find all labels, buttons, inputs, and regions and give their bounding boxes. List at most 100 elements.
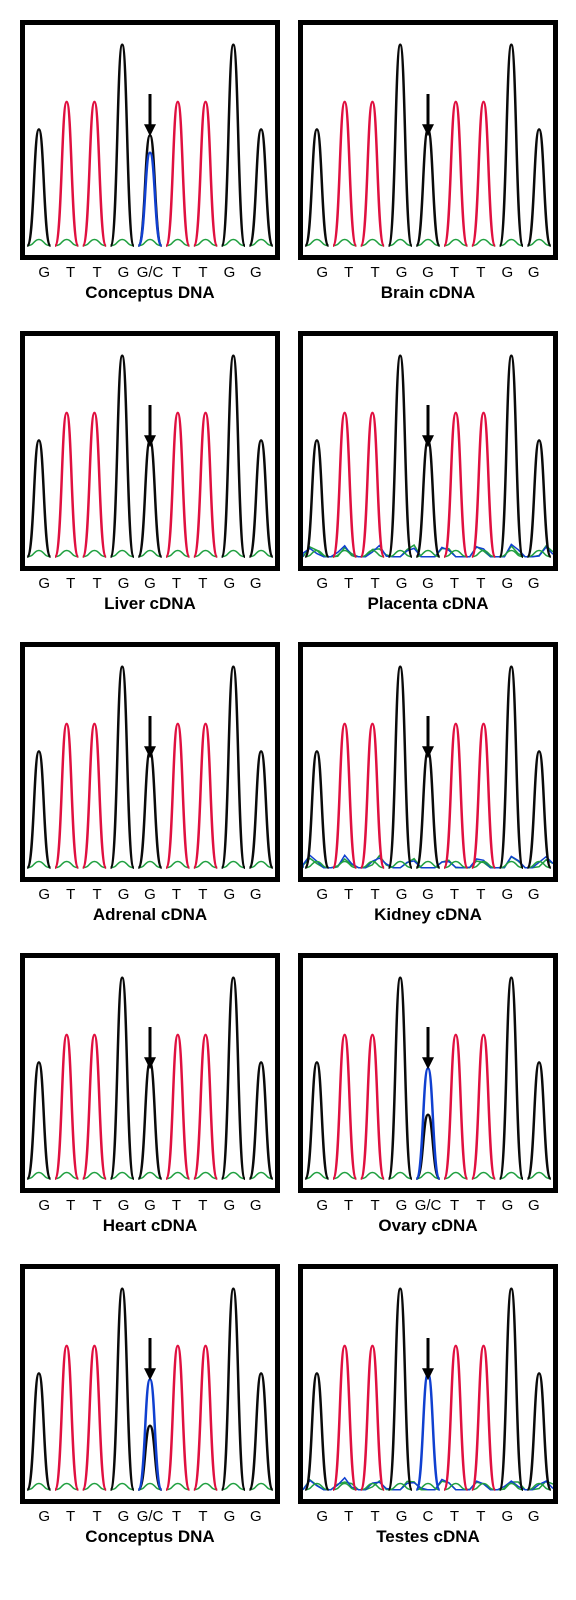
- xlabel: G: [388, 264, 414, 281]
- xlabel: G: [521, 1197, 547, 1214]
- xlabel: T: [441, 1508, 467, 1525]
- xlabel: T: [362, 575, 388, 592]
- xlabel: G: [216, 575, 242, 592]
- xlabel: G: [309, 886, 335, 903]
- xlabel: G: [521, 575, 547, 592]
- xlabel: G: [110, 1197, 136, 1214]
- x-axis-labels: GTTGG/CTTGG: [25, 264, 275, 281]
- xlabel: G/C: [415, 1197, 442, 1214]
- trace-svg: [25, 958, 275, 1188]
- xlabel: T: [468, 1508, 494, 1525]
- xlabel: G: [494, 264, 520, 281]
- xlabel: T: [57, 575, 83, 592]
- xlabel: T: [362, 264, 388, 281]
- xlabel: T: [190, 1508, 216, 1525]
- xlabel: T: [84, 1508, 110, 1525]
- xlabel: T: [468, 886, 494, 903]
- xlabel: T: [190, 886, 216, 903]
- panel-title: Conceptus DNA: [85, 283, 214, 303]
- chromatogram-panel: GTTGG/CTTGG Ovary cDNA: [298, 953, 558, 1236]
- xlabel: G: [521, 1508, 547, 1525]
- xlabel: G: [137, 886, 163, 903]
- xlabel: T: [163, 264, 189, 281]
- x-axis-labels: GTTGCTTGG: [303, 1508, 553, 1525]
- xlabel: T: [362, 886, 388, 903]
- xlabel: G: [415, 886, 441, 903]
- xlabel: G: [31, 1508, 57, 1525]
- xlabel: G: [494, 886, 520, 903]
- chromatogram-panel: GTTGG/CTTGG Conceptus DNA: [20, 20, 280, 303]
- panel-title: Ovary cDNA: [378, 1216, 477, 1236]
- xlabel: T: [84, 264, 110, 281]
- chart-box: [298, 20, 558, 260]
- panel-title: Testes cDNA: [376, 1527, 480, 1547]
- xlabel: G: [494, 575, 520, 592]
- chart-box: [298, 642, 558, 882]
- trace-svg: [25, 25, 275, 255]
- x-axis-labels: GTTGGTTGG: [25, 1197, 275, 1214]
- trace-svg: [303, 958, 553, 1188]
- x-axis-labels: GTTGGTTGG: [303, 264, 553, 281]
- xlabel: G: [521, 264, 547, 281]
- chart-box: [20, 20, 280, 260]
- xlabel: G: [388, 886, 414, 903]
- xlabel: G/C: [137, 264, 164, 281]
- trace-svg: [25, 1269, 275, 1499]
- xlabel: T: [468, 575, 494, 592]
- xlabel: T: [441, 886, 467, 903]
- xlabel: G: [31, 264, 57, 281]
- xlabel: T: [441, 1197, 467, 1214]
- xlabel: G: [216, 1508, 242, 1525]
- panel-title: Adrenal cDNA: [93, 905, 207, 925]
- panel-title: Kidney cDNA: [374, 905, 482, 925]
- chart-box: [20, 642, 280, 882]
- chromatogram-panel: GTTGGTTGG Placenta cDNA: [298, 331, 558, 614]
- xlabel: G: [494, 1508, 520, 1525]
- xlabel: G: [243, 264, 269, 281]
- xlabel: G: [243, 1508, 269, 1525]
- xlabel: T: [57, 1197, 83, 1214]
- xlabel: G: [388, 1508, 414, 1525]
- xlabel: T: [163, 575, 189, 592]
- x-axis-labels: GTTGGTTGG: [25, 575, 275, 592]
- xlabel: G: [309, 1197, 335, 1214]
- xlabel: G: [309, 264, 335, 281]
- panel-title: Brain cDNA: [381, 283, 475, 303]
- x-axis-labels: GTTGG/CTTGG: [25, 1508, 275, 1525]
- xlabel: T: [335, 886, 361, 903]
- xlabel: G: [521, 886, 547, 903]
- xlabel: G: [216, 264, 242, 281]
- xlabel: T: [335, 264, 361, 281]
- xlabel: G: [110, 264, 136, 281]
- xlabel: G: [216, 1197, 242, 1214]
- xlabel: G: [137, 575, 163, 592]
- trace-svg: [303, 25, 553, 255]
- chromatogram-panel: GTTGGTTGG Adrenal cDNA: [20, 642, 280, 925]
- xlabel: T: [335, 575, 361, 592]
- xlabel: T: [163, 1197, 189, 1214]
- panel-title: Heart cDNA: [103, 1216, 197, 1236]
- panel-title: Conceptus DNA: [85, 1527, 214, 1547]
- panel-title: Liver cDNA: [104, 594, 196, 614]
- xlabel: G: [309, 1508, 335, 1525]
- xlabel: T: [441, 575, 467, 592]
- xlabel: G: [31, 886, 57, 903]
- chromatogram-panel: GTTGGTTGG Heart cDNA: [20, 953, 280, 1236]
- xlabel: T: [163, 886, 189, 903]
- xlabel: T: [57, 1508, 83, 1525]
- xlabel: T: [84, 575, 110, 592]
- xlabel: G: [31, 1197, 57, 1214]
- xlabel: T: [57, 886, 83, 903]
- xlabel: G: [243, 575, 269, 592]
- xlabel: G: [110, 1508, 136, 1525]
- xlabel: T: [468, 1197, 494, 1214]
- xlabel: G: [309, 575, 335, 592]
- xlabel: G: [110, 575, 136, 592]
- trace-svg: [25, 647, 275, 877]
- x-axis-labels: GTTGG/CTTGG: [303, 1197, 553, 1214]
- xlabel: G: [31, 575, 57, 592]
- chromatogram-panel: GTTGGTTGG Liver cDNA: [20, 331, 280, 614]
- chart-box: [20, 331, 280, 571]
- xlabel: T: [163, 1508, 189, 1525]
- xlabel: T: [335, 1197, 361, 1214]
